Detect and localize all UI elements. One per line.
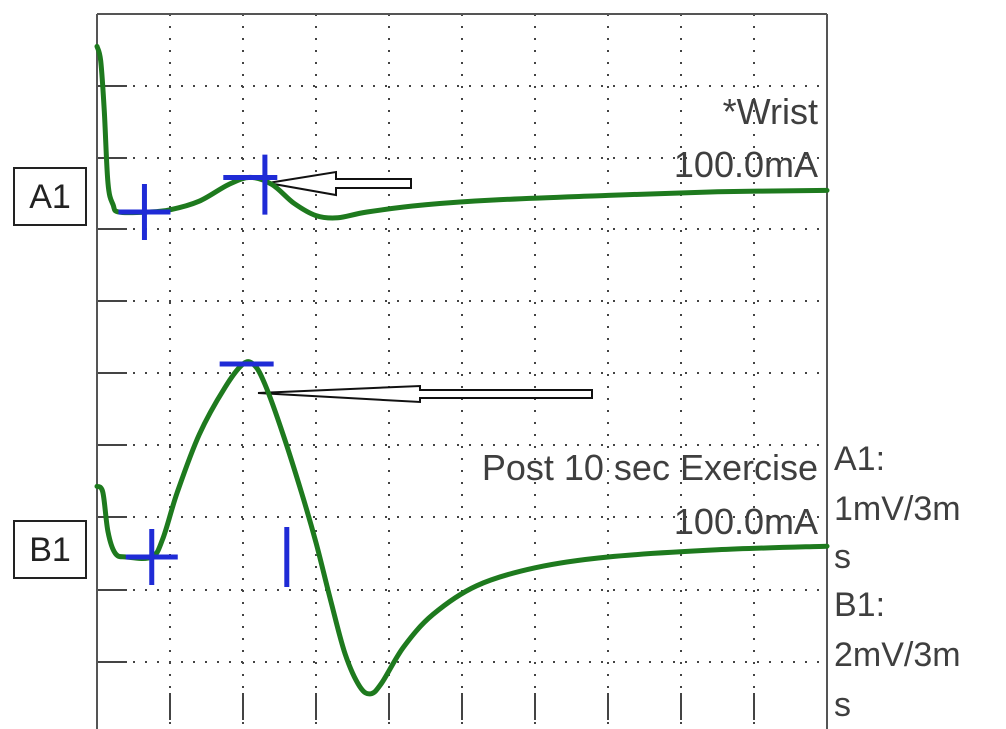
trace-label-b1: B1 bbox=[13, 520, 87, 579]
scale-legend: A1: 1mV/3m s B1: 2mV/3m s bbox=[834, 440, 961, 724]
b1-condition-note: Post 10 sec Exercise bbox=[482, 447, 818, 488]
scale-b1-value-line1: 2mV/3m bbox=[834, 636, 961, 674]
scale-a1-value-line2: s bbox=[834, 538, 851, 576]
marker-a1-onset bbox=[118, 184, 171, 240]
b1-current-note: 100.0mA bbox=[674, 501, 818, 542]
plot-frame bbox=[96, 13, 828, 729]
marker-b1-onset bbox=[125, 529, 178, 585]
scale-a1-value-line1: 1mV/3m bbox=[834, 490, 961, 528]
grid bbox=[97, 14, 827, 729]
a1-current-note: 100.0mA bbox=[674, 144, 818, 185]
cursor-markers bbox=[118, 154, 290, 587]
scale-b1-name: B1: bbox=[834, 586, 885, 624]
trace-label-b1-text: B1 bbox=[29, 531, 71, 569]
arrow-b1-peak bbox=[257, 384, 593, 404]
arrow-a1-peak bbox=[267, 170, 412, 197]
trace-label-a1-text: A1 bbox=[29, 178, 71, 216]
scale-a1-name: A1: bbox=[834, 440, 885, 478]
annotation-arrows bbox=[257, 170, 593, 404]
a1-site-note: *Wrist bbox=[723, 91, 818, 132]
trace-a1 bbox=[94, 43, 830, 221]
trace-label-a1: A1 bbox=[13, 167, 87, 226]
scale-b1-value-line2: s bbox=[834, 686, 851, 724]
